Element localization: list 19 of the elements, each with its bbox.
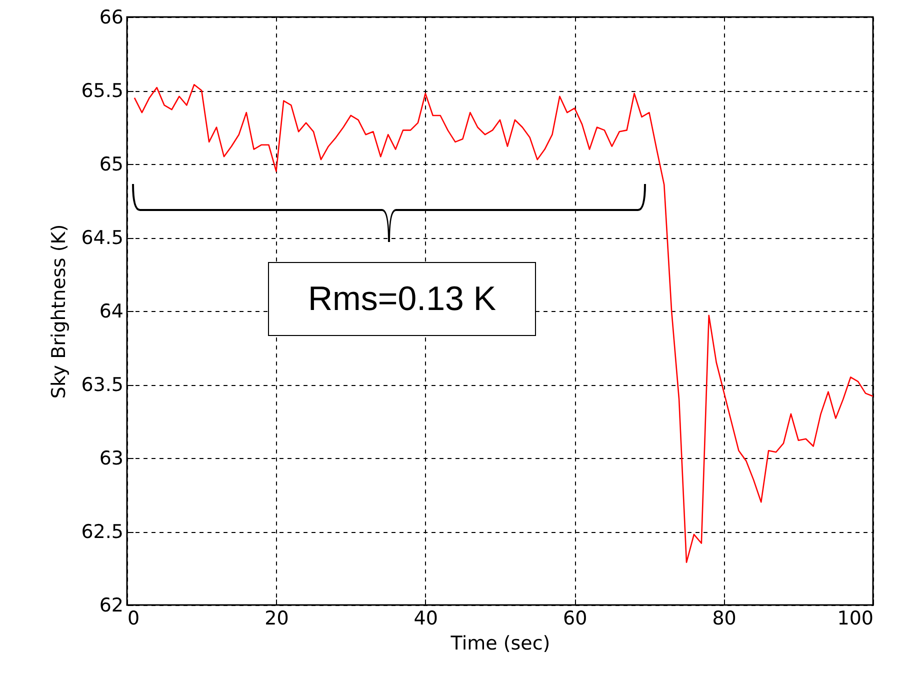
x-tick-label: 80 bbox=[712, 608, 736, 630]
x-axis-title: Time (sec) bbox=[450, 632, 550, 654]
x-tick-label: 20 bbox=[264, 608, 289, 630]
y-tick-label: 66 bbox=[99, 6, 124, 28]
x-tick-label: 0 bbox=[128, 608, 140, 630]
x-tick-label: 60 bbox=[563, 608, 588, 630]
y-tick-label: 65.5 bbox=[81, 80, 124, 102]
line-series bbox=[134, 84, 874, 564]
y-tick-label: 64 bbox=[99, 300, 124, 322]
y-tick-label: 63 bbox=[99, 448, 124, 470]
x-tick-label: 100 bbox=[837, 608, 874, 630]
y-tick-label: 64.5 bbox=[81, 227, 124, 249]
y-tick-label: 62.5 bbox=[81, 521, 124, 543]
y-tick-label: 65 bbox=[99, 154, 124, 176]
y-tick-label: 63.5 bbox=[81, 374, 124, 396]
annotation: Rms=0.13 K bbox=[268, 262, 536, 336]
y-tick-label: 62 bbox=[99, 594, 124, 616]
x-tick-label: 40 bbox=[414, 608, 438, 630]
y-axis-title: Sky Brightness (K) bbox=[48, 224, 70, 399]
